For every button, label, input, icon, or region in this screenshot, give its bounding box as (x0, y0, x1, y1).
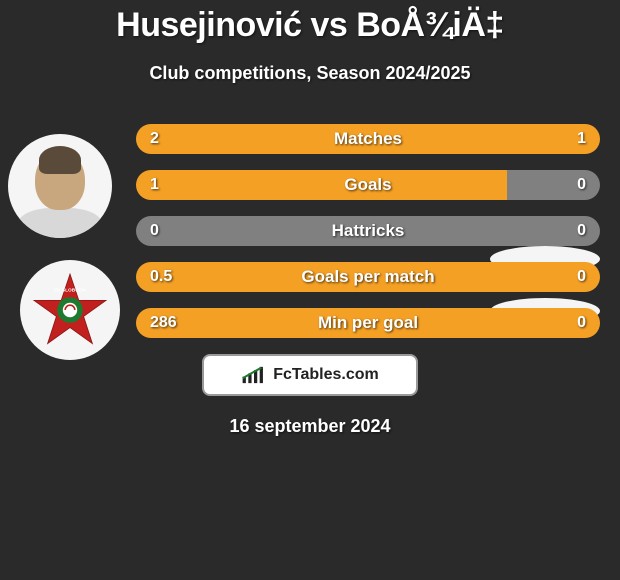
team-badge: FK SLOBODA (20, 260, 120, 360)
player-body-shape (18, 208, 102, 238)
stat-value-left: 0.5 (150, 268, 172, 286)
stat-row: 1 0 Goals (136, 170, 600, 200)
stat-row: 0 0 Hattricks (136, 216, 600, 246)
comparison-content: FK SLOBODA 2 1 Matches 1 0 Goals 0 0 Hattricks 0.… (0, 124, 620, 338)
stat-value-right: 0 (577, 314, 586, 332)
stat-row: 0.5 0 Goals per match (136, 262, 600, 292)
stat-value-left: 1 (150, 176, 159, 194)
brand-label: FcTables.com (273, 366, 379, 384)
stat-label: Goals (344, 175, 391, 195)
stat-label: Goals per match (301, 267, 434, 287)
chart-icon (241, 365, 267, 385)
stat-value-left: 2 (150, 130, 159, 148)
star-icon: FK SLOBODA (30, 270, 110, 350)
date-label: 16 september 2024 (0, 416, 620, 437)
stat-value-right: 0 (577, 176, 586, 194)
stat-row: 2 1 Matches (136, 124, 600, 154)
stat-value-left: 286 (150, 314, 177, 332)
stat-label: Min per goal (318, 313, 418, 333)
stat-label: Hattricks (332, 221, 405, 241)
page-subtitle: Club competitions, Season 2024/2025 (0, 63, 620, 84)
stat-label: Matches (334, 129, 402, 149)
player-head-shape (35, 150, 85, 210)
stat-bar-left (136, 170, 507, 200)
brand-box[interactable]: FcTables.com (202, 354, 418, 396)
player-avatar (8, 134, 112, 238)
stat-value-right: 0 (577, 268, 586, 286)
stat-row: 286 0 Min per goal (136, 308, 600, 338)
player-hair-shape (39, 146, 81, 174)
stat-value-left: 0 (150, 222, 159, 240)
svg-text:FK SLOBODA: FK SLOBODA (54, 288, 86, 294)
page-title: Husejinović vs BoÅ¾iÄ‡ (0, 0, 620, 45)
stat-value-right: 0 (577, 222, 586, 240)
stat-value-right: 1 (577, 130, 586, 148)
